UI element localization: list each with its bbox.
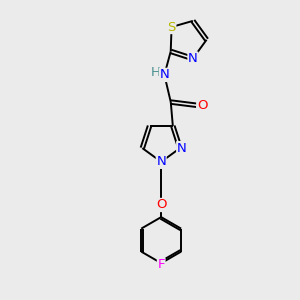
Text: F: F <box>158 258 165 271</box>
Text: O: O <box>197 99 207 112</box>
Text: H: H <box>151 66 160 79</box>
Text: N: N <box>188 52 198 65</box>
Text: O: O <box>156 199 166 212</box>
Text: S: S <box>167 20 176 34</box>
Text: N: N <box>160 68 169 81</box>
Text: N: N <box>177 142 187 154</box>
Text: N: N <box>156 155 166 168</box>
